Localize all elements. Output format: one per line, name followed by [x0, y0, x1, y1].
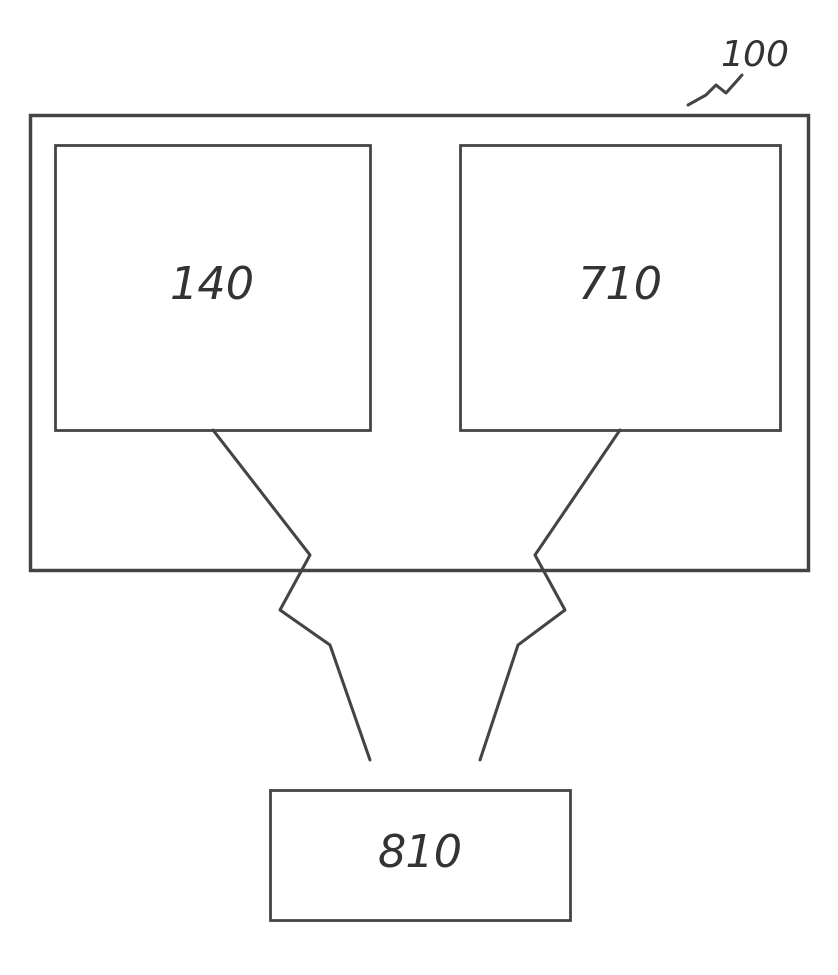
Bar [55, 145, 370, 430]
Text: 140: 140 [170, 266, 255, 309]
Text: 100: 100 [721, 38, 789, 72]
Text: 810: 810 [377, 834, 463, 877]
Bar [270, 790, 570, 920]
Bar [460, 145, 780, 430]
Text: 710: 710 [577, 266, 663, 309]
Bar [30, 115, 808, 570]
